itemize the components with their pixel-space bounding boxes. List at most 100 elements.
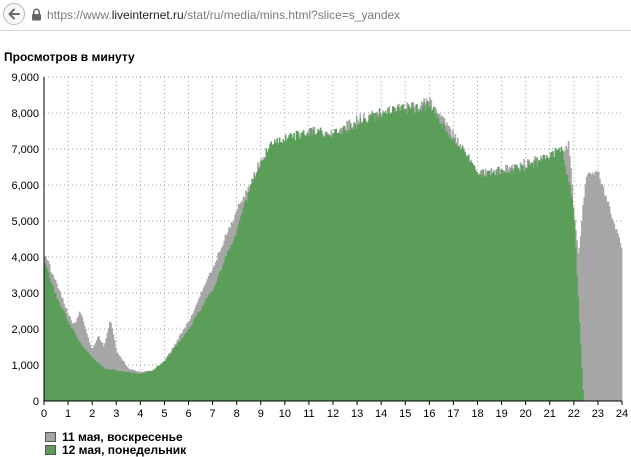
bar [513, 167, 516, 401]
bar [417, 112, 419, 401]
bar [298, 135, 300, 401]
bar [608, 206, 611, 401]
x-tick-label: 8 [234, 408, 240, 420]
bar [454, 144, 457, 401]
bar [178, 342, 181, 401]
address-bar[interactable]: https://www.liveinternet.ru/stat/ru/medi… [0, 0, 631, 31]
bar [482, 169, 484, 401]
bar [283, 142, 286, 401]
bar [390, 112, 393, 401]
bar [394, 111, 397, 401]
y-tick-label: 8,000 [11, 108, 39, 120]
bar [605, 195, 607, 401]
bar [68, 323, 70, 401]
bar [270, 141, 272, 401]
bar [259, 165, 262, 401]
bar [296, 130, 299, 401]
bar [110, 322, 112, 401]
bar [200, 309, 203, 401]
bar [266, 152, 269, 401]
bar [50, 282, 52, 401]
bar [544, 160, 547, 401]
bar [437, 118, 440, 401]
bar [206, 297, 209, 401]
bar [146, 372, 148, 401]
bar [147, 371, 150, 401]
x-tick-label: 16 [423, 408, 435, 420]
bar [423, 101, 425, 402]
bar [241, 213, 244, 401]
lock-icon [32, 8, 41, 21]
bar [110, 369, 112, 401]
bar [288, 135, 291, 401]
url-text[interactable]: https://www.liveinternet.ru/stat/ru/medi… [47, 8, 400, 22]
bar [166, 356, 169, 401]
bar [579, 235, 582, 401]
axes-layer: 0 1,000 2,000 3,000 4,000 5,000 6,000 7,000 8,00… [11, 72, 628, 420]
bar [155, 366, 158, 401]
bar [44, 263, 46, 401]
bar [301, 132, 304, 401]
bar [565, 174, 567, 401]
bar [295, 130, 298, 402]
bar [253, 174, 256, 401]
bar [595, 170, 598, 401]
bar [552, 151, 554, 401]
bar [483, 176, 486, 401]
bar [205, 298, 207, 401]
bar [165, 358, 168, 401]
bar [45, 266, 47, 401]
bar [190, 325, 193, 401]
bar [479, 174, 482, 401]
bar [233, 239, 235, 401]
bar [425, 103, 428, 401]
bar [436, 113, 439, 401]
bar [478, 174, 481, 401]
bar [92, 358, 94, 401]
bar [576, 275, 578, 401]
bar [487, 171, 489, 401]
bar [360, 122, 363, 401]
bar [365, 122, 368, 401]
bar [225, 256, 228, 401]
bar [597, 171, 600, 401]
bar [352, 128, 354, 401]
bar [252, 179, 254, 401]
bar [467, 154, 470, 401]
bar [353, 122, 356, 401]
bar [118, 371, 121, 401]
bar [584, 184, 587, 401]
bar [112, 369, 115, 401]
bar [188, 328, 191, 401]
bar [453, 137, 456, 401]
bar [577, 297, 580, 401]
bar [320, 130, 323, 401]
bar [564, 165, 566, 401]
bar [457, 146, 459, 401]
bar [227, 250, 229, 401]
bar [125, 372, 128, 401]
bar [195, 316, 198, 401]
bar [540, 160, 542, 401]
bar [355, 129, 358, 401]
bar [322, 137, 324, 402]
bar [170, 353, 173, 401]
back-button[interactable] [3, 3, 25, 25]
bar [422, 106, 424, 401]
y-tick-label: 2,000 [11, 324, 39, 336]
bar [308, 134, 311, 402]
bar [212, 289, 215, 401]
bar [58, 302, 61, 401]
bar [369, 115, 371, 401]
bar [316, 133, 318, 401]
bar [477, 175, 480, 401]
bar [432, 107, 435, 402]
bar [411, 102, 413, 402]
bar [193, 319, 195, 401]
bar [591, 172, 594, 401]
bar [384, 110, 387, 402]
bar [53, 292, 56, 401]
bar [219, 270, 222, 401]
bar [373, 121, 376, 401]
bar [560, 146, 563, 401]
